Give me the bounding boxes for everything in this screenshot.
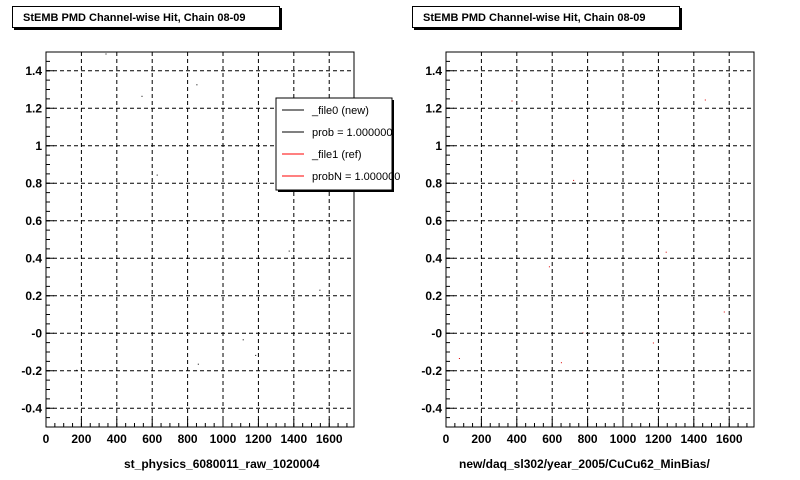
y-tick-label: -0 — [431, 326, 442, 340]
y-tick-label: 0.6 — [25, 214, 42, 228]
data-point — [196, 84, 198, 86]
x-tick-label: 800 — [178, 432, 198, 446]
x-tick-label: 1000 — [610, 432, 637, 446]
x-tick-label: 400 — [507, 432, 527, 446]
x-axis-title-right: new/daq_sl302/year_2005/CuCu62_MinBias/ — [459, 457, 710, 471]
data-point — [458, 358, 460, 359]
data-point — [704, 99, 706, 101]
legend-box — [275, 97, 393, 191]
y-tick-label: 1 — [435, 139, 442, 153]
data-point — [105, 53, 107, 55]
y-tick-label: 1 — [35, 139, 42, 153]
y-tick-label: 0.2 — [425, 289, 442, 303]
y-tick-label: 1.2 — [425, 101, 442, 115]
y-tick-label: 0.8 — [25, 176, 42, 190]
legend-label: _file1 (ref) — [311, 149, 362, 161]
x-tick-label: 1600 — [716, 432, 743, 446]
legend-label: probN = 1.000000 — [312, 171, 400, 183]
y-tick-label: 1.4 — [425, 64, 442, 78]
data-point — [548, 266, 550, 268]
plot-0: 0 200 400 600 800 1000 1200 1400 1600 -0.4 -0.2 -0 0… — [21, 51, 400, 446]
data-point — [560, 362, 562, 364]
x-tick-label: 1400 — [680, 432, 707, 446]
data-point — [156, 174, 158, 176]
data-point — [573, 179, 575, 181]
x-axis-title-left: st_physics_6080011_raw_1020004 — [124, 457, 320, 471]
legend: _file0 (new) prob = 1.000000 _file1 (ref) p… — [275, 97, 400, 192]
x-tick-label: 1200 — [245, 432, 272, 446]
y-tick-label: -0.4 — [21, 401, 42, 415]
x-tick-label: 400 — [107, 432, 127, 446]
y-tick-label: 1.4 — [25, 64, 42, 78]
legend-label: _file0 (new) — [311, 105, 369, 117]
data-point — [255, 354, 257, 356]
data-point — [242, 339, 244, 341]
data-point — [511, 100, 513, 102]
plot-1: 0 200 400 600 800 1000 1200 1400 1600 -0.4 -0.2 -0 0… — [421, 51, 755, 446]
x-tick-label: 0 — [43, 432, 50, 446]
scatter-points-1 — [458, 99, 725, 364]
y-tick-label: 1.2 — [25, 101, 42, 115]
y-tick-label: 0.6 — [425, 214, 442, 228]
x-tick-label: 200 — [471, 432, 491, 446]
x-tick-label: 1600 — [316, 432, 343, 446]
x-tick-label: 800 — [578, 432, 598, 446]
data-point — [652, 342, 654, 344]
data-point — [221, 131, 223, 133]
data-point — [723, 311, 725, 313]
y-tick-label: 0.4 — [25, 251, 42, 265]
x-tick-label: 600 — [542, 432, 562, 446]
y-tick-label: 0.4 — [425, 251, 442, 265]
data-point — [288, 250, 290, 252]
data-point — [319, 289, 321, 291]
x-tick-label: 1000 — [210, 432, 237, 446]
chart-title-left: StEMB PMD Channel-wise Hit, Chain 08-09 — [12, 6, 280, 28]
data-point — [141, 95, 143, 97]
y-tick-label: -0.4 — [421, 401, 442, 415]
y-tick-label: -0.2 — [21, 364, 42, 378]
x-tick-label: 0 — [443, 432, 450, 446]
x-tick-label: 1400 — [280, 432, 307, 446]
y-tick-label: -0.2 — [421, 364, 442, 378]
y-tick-label: 0.8 — [425, 176, 442, 190]
x-tick-label: 1200 — [645, 432, 672, 446]
chart-title-right: StEMB PMD Channel-wise Hit, Chain 08-09 — [412, 6, 680, 28]
x-tick-label: 200 — [71, 432, 91, 446]
data-point — [197, 363, 199, 365]
data-point — [665, 251, 667, 253]
legend-label: prob = 1.000000 — [312, 127, 392, 139]
y-tick-label: -0 — [31, 326, 42, 340]
y-tick-label: 0.2 — [25, 289, 42, 303]
x-tick-label: 600 — [142, 432, 162, 446]
